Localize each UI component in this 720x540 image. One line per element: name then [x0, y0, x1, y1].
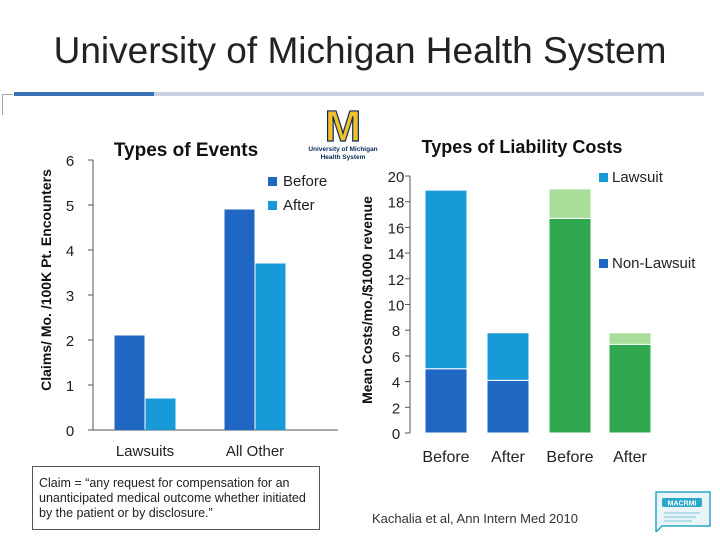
macrmi-logo-text: MACRMI: [668, 501, 697, 508]
events-chart-tick-label: 4: [66, 243, 74, 260]
costs-chart-category-label: Before: [422, 449, 469, 466]
claim-definition-box: Claim = “any request for compensation fo…: [32, 466, 320, 530]
events-chart-tick-label: 5: [66, 198, 74, 215]
events-chart-legend: Before After: [268, 173, 327, 214]
costs-chart-tick-label: 8: [392, 323, 400, 340]
costs-chart-category-label: Before: [546, 449, 593, 466]
events-legend-swatch: [268, 177, 277, 186]
events-chart-category-label: Lawsuits: [116, 443, 174, 460]
title-rule: [14, 92, 704, 96]
costs-chart-tick-label: 14: [388, 246, 405, 263]
costs-chart-tick-label: 2: [392, 400, 400, 417]
macrmi-logo: MACRMI: [655, 491, 711, 532]
costs-chart-tick-label: 6: [392, 349, 400, 366]
costs-chart-category-label: After: [491, 449, 525, 466]
events-chart-ticks: 0 1 2 3 4 5 6: [66, 153, 93, 440]
events-bar-after-all-other: [255, 263, 286, 430]
costs-chart-legend: Lawsuit Non-Lawsuit: [599, 169, 696, 272]
logo-text-line1: University of Michigan: [308, 146, 377, 153]
events-bar-before-lawsuits: [114, 335, 145, 430]
costs-chart-tick-label: 4: [392, 375, 400, 392]
costs-chart-category-label: After: [613, 449, 647, 466]
events-bar-before-all-other: [224, 209, 255, 430]
costs-bar-non-lawsuit-3: [548, 217, 592, 434]
costs-bar-non-lawsuit-2: [486, 379, 530, 434]
costs-bar-lawsuit-2: [486, 332, 530, 381]
costs-bar-lawsuit-1: [424, 189, 468, 370]
events-chart-y-axis-label: Claims/ Mo. /100K Pt. Encounters: [38, 169, 54, 391]
costs-chart-bars: [424, 188, 652, 434]
citation: Kachalia et al, Ann Intern Med 2010: [372, 511, 578, 526]
costs-chart-ticks: 0 2 4 6 8 10 12 14 16 18 20: [388, 169, 410, 443]
costs-chart-category-labels: Before After Before After: [422, 449, 647, 466]
costs-legend-swatch: [599, 173, 608, 182]
logo-text-line2: Health System: [321, 154, 366, 161]
corner-bracket-decoration: [2, 94, 13, 115]
costs-legend-label: Lawsuit: [612, 169, 664, 186]
costs-bar-non-lawsuit-1: [424, 368, 468, 434]
costs-chart-tick-label: 18: [388, 195, 405, 212]
costs-legend-swatch: [599, 259, 608, 268]
costs-chart-title: Types of Liability Costs: [422, 137, 623, 157]
costs-bar-non-lawsuit-4: [608, 343, 652, 434]
events-chart-tick-label: 6: [66, 153, 74, 170]
logo-letter: M: [325, 102, 362, 151]
events-chart-tick-label: 3: [66, 288, 74, 305]
events-legend-swatch: [268, 201, 277, 210]
events-chart-tick-label: 1: [66, 378, 74, 395]
costs-chart-tick-label: 0: [392, 426, 400, 443]
events-chart-tick-label: 0: [66, 423, 74, 440]
slide-title: University of Michigan Health System: [53, 30, 667, 71]
costs-chart-tick-label: 20: [388, 169, 405, 186]
title-rule-accent: [14, 92, 154, 96]
costs-bar-lawsuit-3: [548, 188, 592, 219]
events-chart-title: Types of Events: [114, 140, 258, 161]
events-legend-label: Before: [283, 173, 327, 190]
university-of-michigan-logo: M University of Michigan Health System: [308, 102, 377, 161]
events-chart-category-label: All Other: [226, 443, 284, 460]
costs-legend-label: Non-Lawsuit: [612, 255, 696, 272]
costs-chart-y-axis-label: Mean Costs/mo./$1000 revenue: [359, 196, 375, 404]
events-chart-tick-label: 2: [66, 333, 74, 350]
costs-chart-tick-label: 12: [388, 272, 405, 289]
events-bar-after-lawsuits: [145, 398, 176, 430]
events-chart-category-labels: Lawsuits All Other: [116, 443, 284, 460]
costs-bar-lawsuit-4: [608, 332, 652, 345]
events-chart-bars: [114, 209, 286, 430]
costs-chart-tick-label: 16: [388, 220, 405, 237]
events-legend-label: After: [283, 197, 315, 214]
costs-chart-tick-label: 10: [388, 298, 405, 315]
